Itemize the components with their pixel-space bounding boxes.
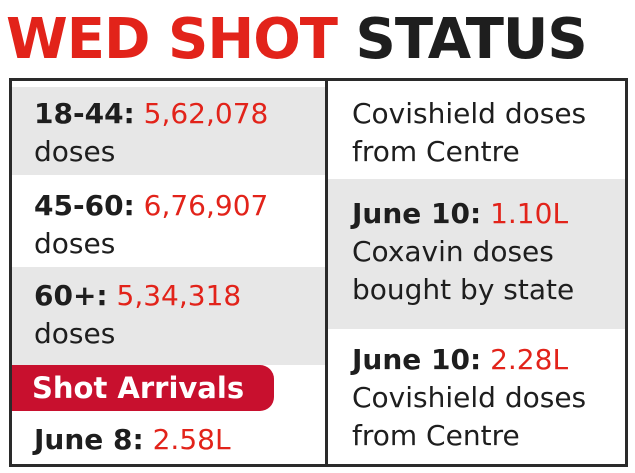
shot-arrivals-banner: Shot Arrivals xyxy=(12,365,274,411)
right-bottom-cell: June 10: 2.28L Covishield doses from Cen… xyxy=(328,329,625,464)
date-label: June 10: xyxy=(352,343,482,376)
right-bottom-line-1: June 10: 2.28L xyxy=(352,341,625,379)
dose-value: 1.10L xyxy=(490,197,569,230)
column-divider xyxy=(325,81,328,464)
dose-unit: doses xyxy=(34,227,116,260)
row-18-44-line: 18-44: 5,62,078 xyxy=(34,95,325,133)
right-bottom-line-2: Covishield doses xyxy=(352,381,587,414)
row-18-44: 18-44: 5,62,078 doses xyxy=(12,87,325,175)
right-mid-cell: June 10: 1.10L Coxavin doses bought by s… xyxy=(328,179,625,329)
arrival-row-june-8: June 8: 2.58L xyxy=(12,415,325,464)
age-group-label: 45-60: xyxy=(34,189,135,222)
dose-value: 2.28L xyxy=(490,343,569,376)
row-45-60: 45-60: 6,76,907 doses xyxy=(12,175,325,267)
dose-count: 5,34,318 xyxy=(116,279,242,312)
arrival-date-label: June 8: xyxy=(34,423,144,456)
title-part-status: STATUS xyxy=(355,7,588,72)
right-mid-line-3: bought by state xyxy=(352,273,575,306)
dose-unit: doses xyxy=(34,135,116,168)
right-mid-line-2: Coxavin doses xyxy=(352,235,554,268)
left-column: 18-44: 5,62,078 doses 45-60: 6,76,907 do… xyxy=(12,81,325,464)
infographic-title: WED SHOT STATUS xyxy=(6,4,588,76)
right-top-line-2: from Centre xyxy=(352,135,520,168)
right-mid-line-1: June 10: 1.10L xyxy=(352,195,625,233)
right-bottom-line-3: from Centre xyxy=(352,419,520,452)
dose-count: 5,62,078 xyxy=(143,97,269,130)
row-60-plus: 60+: 5,34,318 doses xyxy=(12,267,325,365)
row-60-plus-line: 60+: 5,34,318 xyxy=(34,277,325,315)
age-group-label: 60+: xyxy=(34,279,108,312)
right-top-line-1: Covishield doses xyxy=(352,97,587,130)
date-label: June 10: xyxy=(352,197,482,230)
dose-unit: doses xyxy=(34,317,116,350)
row-45-60-line: 45-60: 6,76,907 xyxy=(34,187,325,225)
title-part-wed-shot: WED SHOT xyxy=(6,7,338,72)
right-column: Covishield doses from Centre June 10: 1.… xyxy=(328,81,625,464)
stats-box: 18-44: 5,62,078 doses 45-60: 6,76,907 do… xyxy=(9,78,628,467)
arrival-value: 2.58L xyxy=(152,423,231,456)
right-top-cell: Covishield doses from Centre xyxy=(328,87,625,179)
dose-count: 6,76,907 xyxy=(143,189,269,222)
age-group-label: 18-44: xyxy=(34,97,135,130)
